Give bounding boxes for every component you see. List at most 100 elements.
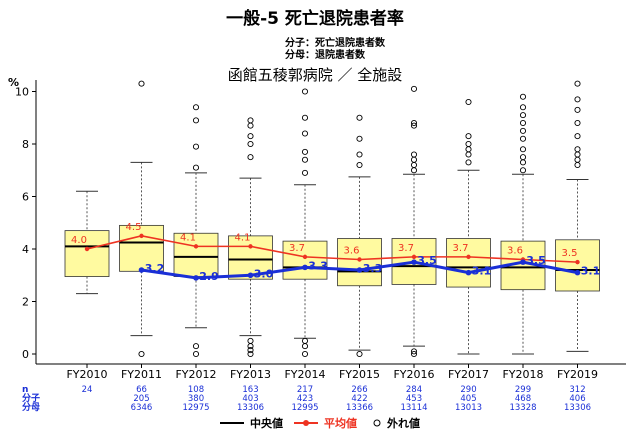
- table-cell: 205: [133, 394, 149, 404]
- outlier-point: [410, 161, 418, 169]
- x-tick-label: FY2014: [284, 368, 325, 381]
- outlier-point: [192, 164, 200, 171]
- table-cell: 13306: [564, 403, 591, 413]
- table-cell: 284: [406, 385, 422, 395]
- outlier-point: [301, 88, 309, 95]
- hospital-point: [302, 264, 308, 271]
- x-tick-label: FY2016: [393, 368, 434, 381]
- outlier-point: [519, 119, 527, 127]
- mean-point: [193, 244, 199, 249]
- mean-label: 4.5: [126, 222, 142, 233]
- table-cell: 290: [460, 385, 476, 395]
- axes: % 0 2 4 6 8 10 FY2010 FY2011 FY2012 FY2013 FY2014 FY…: [8, 76, 626, 381]
- outlier-point: [356, 161, 363, 169]
- mean-label: 3.6: [344, 246, 360, 257]
- mean-point: [357, 257, 362, 262]
- mean-line: [86, 235, 578, 263]
- outlier-point: [356, 135, 363, 142]
- outlier-point: [247, 154, 254, 161]
- outlier-point: [192, 350, 200, 358]
- outlier-point: [410, 119, 418, 127]
- y-tick-label: 10: [15, 86, 29, 99]
- box: [337, 238, 382, 287]
- x-tick-label: FY2010: [66, 368, 107, 381]
- mean-label: 3.7: [453, 243, 469, 254]
- table-cell: 422: [351, 394, 367, 404]
- outlier-point: [247, 350, 254, 358]
- outlier-point: [410, 348, 418, 355]
- hospital-point: [520, 259, 526, 265]
- y-tick-label: 8: [22, 138, 29, 151]
- outlier-point: [519, 167, 527, 174]
- outlier-point: [519, 104, 527, 111]
- outlier-point: [356, 350, 363, 358]
- legend-mean-label: 平均値: [324, 416, 357, 430]
- outlier-point: [465, 140, 472, 148]
- denominator-definition: 分母：退院患者数: [285, 50, 365, 61]
- outlier-point: [247, 337, 254, 344]
- table-cell: 13306: [237, 403, 264, 413]
- x-tick-label: FY2017: [448, 368, 489, 381]
- y-tick-label: 0: [22, 348, 29, 361]
- outlier-point: [192, 143, 200, 150]
- outlier-point: [519, 154, 527, 161]
- table-cell: 12995: [291, 403, 318, 413]
- mean-point: [302, 254, 308, 260]
- outlier-point: [465, 98, 472, 106]
- table-cell: 24: [82, 385, 93, 395]
- numerator-definition: 分子：死亡退院患者数: [285, 38, 385, 49]
- outlier-point: [519, 159, 527, 166]
- table-cell: 163: [242, 385, 258, 395]
- outlier-point: [247, 117, 254, 124]
- hospital-label: 3.0: [254, 267, 274, 280]
- outlier-point: [301, 114, 309, 121]
- mean-point: [139, 233, 144, 239]
- mean-label: 3.7: [289, 243, 305, 254]
- mean-point: [84, 246, 90, 252]
- hospital-label: 2.9: [199, 270, 219, 283]
- table-cell: 12975: [182, 403, 209, 413]
- outlier-point: [519, 127, 527, 134]
- y-axis-unit-label: %: [8, 76, 19, 89]
- mean-point: [466, 254, 471, 260]
- legend-mean-dot: [303, 420, 309, 426]
- hospital-label: 3.5: [417, 254, 437, 267]
- table-cell: 13013: [455, 403, 482, 413]
- outlier-point: [574, 161, 581, 169]
- box: [555, 239, 600, 292]
- outlier-point: [410, 85, 418, 92]
- table-row-label: 分子: [22, 392, 40, 404]
- table-row-label: 分母: [22, 401, 40, 413]
- x-tick-label: FY2013: [230, 368, 271, 381]
- legend: 中央値 平均値 外れ値: [220, 416, 420, 430]
- table-cell: 66: [136, 385, 147, 395]
- box-plots: [64, 80, 600, 358]
- x-tick-label: FY2015: [339, 368, 380, 381]
- outlier-point: [519, 135, 527, 142]
- mean-point: [575, 259, 580, 265]
- outlier-point: [574, 151, 581, 158]
- outlier-point: [574, 96, 581, 103]
- outlier-point: [247, 347, 254, 354]
- table-cell: 13114: [400, 403, 427, 413]
- hospital-label: 3.5: [526, 254, 546, 267]
- outlier-point: [138, 80, 145, 87]
- mean-label: 3.5: [562, 248, 578, 259]
- hospital-point: [193, 275, 199, 281]
- outlier-point: [465, 151, 472, 158]
- chart-title: 一般-5 死亡退院患者率: [226, 9, 404, 29]
- outlier-point: [301, 350, 309, 358]
- y-tick-label: 2: [22, 296, 29, 309]
- table-cell: 405: [460, 394, 476, 404]
- hospital-label: 3.1: [472, 265, 492, 278]
- outlier-point: [519, 93, 527, 100]
- x-tick-label: FY2019: [557, 368, 598, 381]
- mean-label: 4.0: [71, 235, 87, 246]
- table-row-label: n: [22, 385, 28, 395]
- table-cell: 423: [297, 394, 313, 404]
- x-tick-label: FY2012: [175, 368, 216, 381]
- table-cell: 380: [188, 394, 204, 404]
- mean-point: [248, 244, 253, 249]
- y-tick-label: 4: [22, 243, 29, 256]
